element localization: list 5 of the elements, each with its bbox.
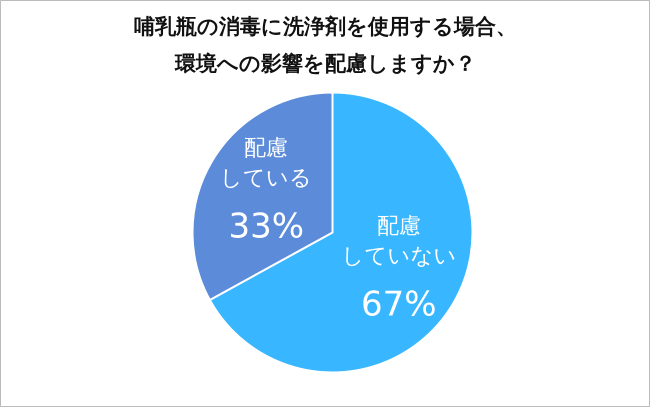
chart-title: 哺乳瓶の消毒に洗浄剤を使用する場合、環境への影響を配慮しますか？ [134, 14, 517, 76]
slice-label: 配慮している [220, 136, 312, 191]
data-label: 33% [228, 206, 304, 246]
data-label: 67% [360, 284, 437, 325]
slice-label: 配慮していない [341, 214, 456, 270]
